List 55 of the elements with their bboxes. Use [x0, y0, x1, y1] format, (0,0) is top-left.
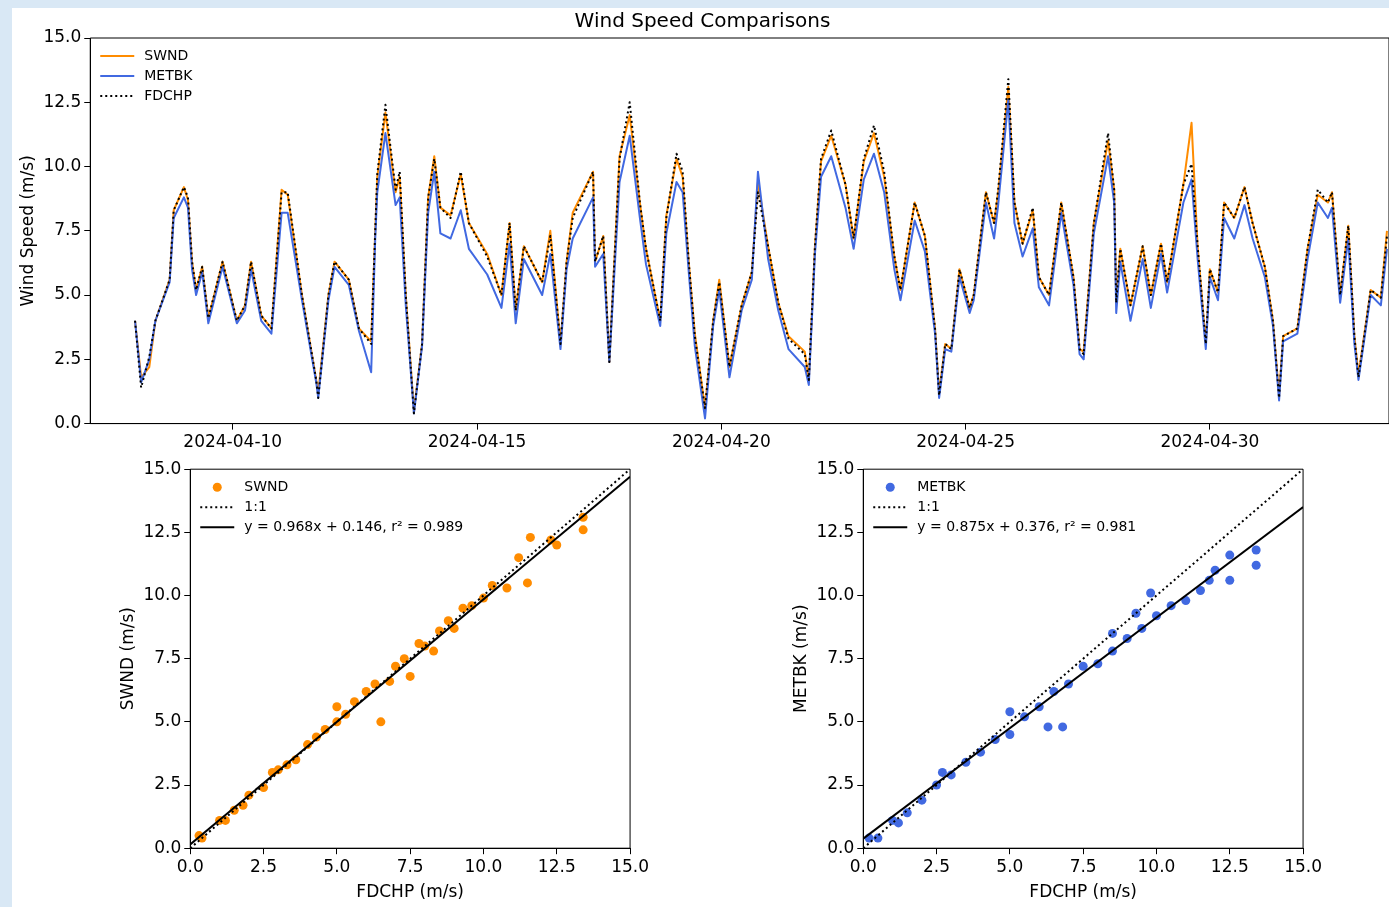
- x-tick-label: 2024-04-30: [1160, 431, 1260, 452]
- y-tick-label: 10.0: [143, 583, 182, 604]
- y-tick-label: 5.0: [827, 710, 855, 731]
- y-tick-label: 15.0: [816, 457, 855, 478]
- x-tick-label: 2024-04-10: [183, 431, 283, 452]
- y-tick-label: 7.5: [54, 219, 82, 240]
- y-tick-label: 15.0: [43, 26, 82, 47]
- legend-label: y = 0.875x + 0.376, r² = 0.981: [917, 517, 1137, 534]
- x-tick-label: 7.5: [1069, 855, 1097, 876]
- y-tick-label: 2.5: [827, 773, 855, 794]
- legend-label: METBK: [917, 477, 967, 494]
- x-tick-label: 2024-04-15: [427, 431, 527, 452]
- y-axis-title: Wind Speed (m/s): [16, 155, 37, 307]
- y-axis-title: METBK (m/s): [789, 604, 810, 713]
- legend-label: 1:1: [917, 497, 940, 514]
- y-axis-title: SWND (m/s): [116, 607, 137, 711]
- x-tick-label: 0.0: [849, 855, 877, 876]
- legend-label: SWND: [244, 477, 289, 494]
- x-tick-label: 0.0: [176, 855, 204, 876]
- legend-label: METBK: [144, 66, 194, 83]
- y-tick-label: 0.0: [827, 836, 855, 857]
- y-tick-label: 5.0: [154, 710, 182, 731]
- y-tick-label: 5.0: [54, 283, 82, 304]
- x-tick-label: 5.0: [996, 855, 1024, 876]
- chart-title: Wind Speed Comparisons: [574, 8, 831, 33]
- y-tick-label: 12.5: [816, 520, 855, 541]
- y-tick-label: 12.5: [43, 90, 82, 111]
- x-tick-label: 2024-04-20: [671, 431, 771, 452]
- y-tick-label: 15.0: [143, 457, 182, 478]
- x-tick-label: 2.5: [250, 855, 278, 876]
- y-tick-label: 7.5: [827, 647, 855, 668]
- x-tick-label: 12.5: [537, 855, 576, 876]
- x-tick-label: 12.5: [1210, 855, 1249, 876]
- x-tick-label: 10.0: [464, 855, 503, 876]
- x-tick-label: 15.0: [611, 855, 649, 876]
- y-tick-label: 7.5: [154, 647, 182, 668]
- x-tick-label: 2024-04-25: [916, 431, 1015, 452]
- y-tick-label: 10.0: [816, 583, 855, 604]
- legend-label: y = 0.968x + 0.146, r² = 0.989: [244, 517, 464, 534]
- y-tick-label: 12.5: [143, 520, 182, 541]
- x-tick-label: 2.5: [923, 855, 951, 876]
- y-tick-label: 0.0: [54, 412, 82, 433]
- y-tick-label: 2.5: [54, 347, 82, 368]
- x-tick-label: 7.5: [396, 855, 424, 876]
- x-tick-label: 10.0: [1137, 855, 1176, 876]
- legend-label: SWND: [144, 46, 189, 63]
- x-tick-label: 5.0: [323, 855, 351, 876]
- x-tick-label: 15.0: [1284, 855, 1322, 876]
- y-tick-label: 2.5: [154, 773, 182, 794]
- y-tick-label: 0.0: [154, 836, 182, 857]
- y-tick-label: 10.0: [43, 154, 82, 175]
- x-axis-title: FDCHP (m/s): [356, 881, 464, 902]
- legend-label: FDCHP: [144, 86, 192, 103]
- x-axis-title: FDCHP (m/s): [1029, 881, 1137, 902]
- legend-label: 1:1: [244, 497, 267, 514]
